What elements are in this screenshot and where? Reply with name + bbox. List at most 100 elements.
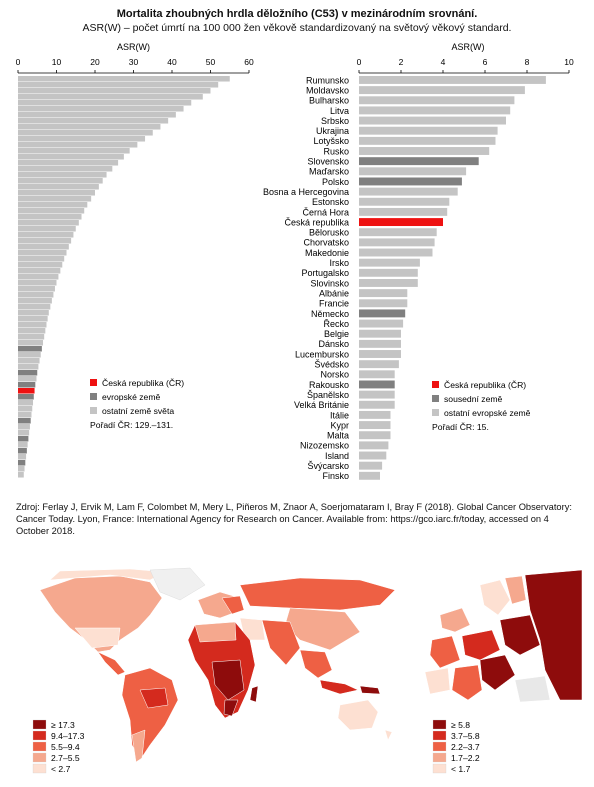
bar-8	[359, 157, 479, 166]
bar-25	[359, 329, 401, 338]
x-axis-label: ASR(W)	[117, 42, 150, 52]
bar-17	[359, 248, 433, 257]
legend-swatch-1	[90, 393, 97, 400]
legend-label-2: ostatní země světa	[102, 406, 174, 416]
bar-39	[359, 471, 380, 480]
x-tick-label-4: 8	[525, 57, 530, 67]
bar-38	[18, 304, 51, 310]
category-label-37: Island	[325, 451, 349, 461]
world-legend-swatch-1	[32, 730, 47, 741]
bar-7	[18, 118, 169, 124]
bar-0	[359, 76, 546, 84]
x-tick-label-0: 0	[357, 57, 362, 67]
bar-59	[18, 430, 30, 436]
bar-35	[18, 286, 55, 292]
bar-54	[18, 400, 34, 406]
bar-35	[359, 431, 391, 440]
category-label-29: Norsko	[320, 370, 349, 380]
category-label-22: Francie	[319, 299, 349, 309]
bar-55	[18, 406, 33, 412]
bar-13	[359, 207, 448, 216]
category-label-28: Švédsko	[314, 360, 349, 370]
x-tick-label-0: 0	[16, 57, 21, 67]
world-legend-swatch-2	[32, 741, 47, 752]
bar-39	[18, 310, 49, 316]
category-label-25: Belgie	[324, 329, 349, 339]
bar-2	[359, 96, 515, 105]
source-note: Zdroj: Ferlay J, Ervik M, Lam F, Colombe…	[16, 502, 572, 536]
x-tick-label-1: 10	[52, 57, 62, 67]
world-legend-label-0: ≥ 17.3	[51, 720, 75, 730]
bar-1	[359, 86, 525, 95]
category-label-8: Slovensko	[307, 157, 349, 167]
world-bar-chart: ASR(W) 0 10 20 30 40 50 60 Česká republika (ČR) e…	[16, 42, 254, 478]
bar-19	[18, 190, 95, 196]
bar-56	[18, 412, 32, 418]
europe-legend-label-4: < 1.7	[451, 764, 471, 774]
bar-53	[18, 394, 34, 400]
legend-label-2: ostatní evropské země	[444, 408, 531, 418]
category-label-5: Ukrajina	[316, 126, 349, 136]
bar-10	[359, 177, 462, 186]
category-label-39: Finsko	[322, 471, 349, 481]
bar-29	[359, 370, 395, 379]
x-axis-label: ASR(W)	[452, 42, 485, 52]
bar-22	[18, 208, 85, 214]
category-label-27: Lucembursko	[295, 349, 349, 359]
europe-legend-swatch-2	[432, 741, 447, 752]
bar-57	[18, 418, 31, 424]
bar-36	[18, 292, 54, 298]
europe-legend-swatch-4	[432, 763, 447, 774]
x-tick-label-3: 30	[129, 57, 139, 67]
bar-8	[18, 124, 161, 130]
bar-30	[18, 256, 65, 262]
bar-46	[18, 352, 41, 358]
legend-swatch-2	[90, 407, 97, 414]
category-label-33: Itálie	[330, 410, 349, 420]
bar-0	[18, 76, 230, 82]
category-label-12: Estonsko	[312, 197, 349, 207]
category-label-0: Rumunsko	[306, 75, 349, 85]
category-label-11: Bosna a Hercegovina	[263, 187, 349, 197]
category-label-4: Srbsko	[321, 116, 349, 126]
bar-61	[18, 442, 28, 448]
bar-1	[18, 82, 219, 88]
category-label-19: Portugalsko	[301, 268, 349, 278]
category-label-15: Bělorusko	[309, 228, 349, 238]
x-tick-label-6: 60	[244, 57, 254, 67]
bar-21	[18, 202, 88, 208]
bar-27	[359, 350, 401, 358]
europe-legend-label-0: ≥ 5.8	[451, 720, 470, 730]
category-label-6: Lotyšsko	[313, 136, 349, 146]
bar-21	[359, 289, 408, 298]
bar-20	[359, 279, 418, 287]
bar-11	[359, 187, 458, 196]
x-tick-label-1: 2	[399, 57, 404, 67]
bar-13	[18, 154, 124, 160]
bar-37	[18, 298, 52, 304]
bar-45	[18, 346, 42, 352]
category-label-23: Německo	[311, 309, 349, 319]
chart-title: Mortalita zhoubných hrdla děložního (C53…	[116, 8, 478, 20]
x-tick-label-2: 4	[441, 57, 446, 67]
x-tick-label-3: 6	[483, 57, 488, 67]
bar-50	[18, 376, 37, 382]
bar-3	[359, 106, 511, 115]
bar-3	[18, 94, 203, 100]
bar-18	[359, 258, 420, 267]
bar-5	[359, 126, 498, 135]
bar-23	[359, 309, 406, 318]
bar-24	[18, 220, 79, 226]
europe-map	[420, 568, 583, 710]
legend-label-1: evropské země	[102, 392, 160, 402]
world-map	[16, 567, 414, 763]
category-label-20: Slovinsko	[310, 278, 349, 288]
bar-36	[359, 441, 389, 450]
bar-28	[359, 360, 399, 369]
category-label-31: Španělsko	[307, 390, 349, 400]
bar-66	[18, 472, 24, 478]
bar-6	[359, 136, 496, 145]
category-label-38: Švýcarsko	[307, 461, 349, 471]
category-label-9: Maďarsko	[309, 167, 349, 177]
